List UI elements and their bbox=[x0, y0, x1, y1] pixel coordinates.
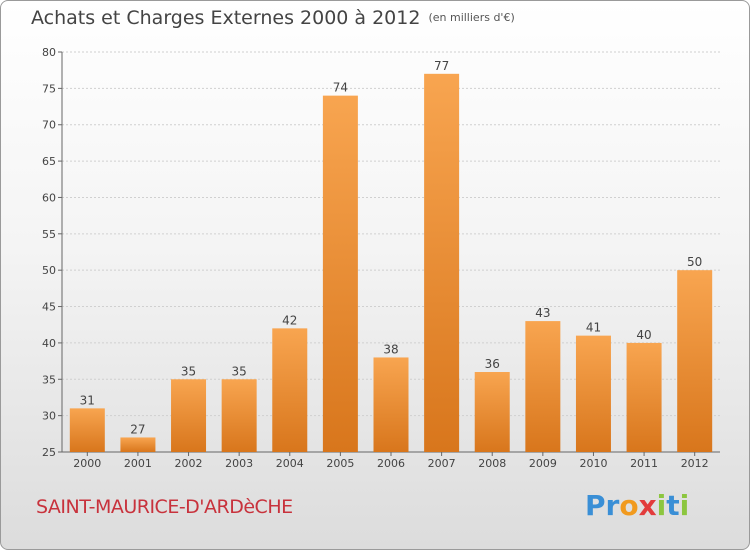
bar-value-label: 74 bbox=[333, 81, 348, 95]
city-name: SAINT-MAURICE-D'ARDèCHE bbox=[36, 496, 293, 518]
bar bbox=[272, 328, 308, 452]
x-tick-label: 2002 bbox=[175, 457, 203, 470]
logo-letter: t bbox=[666, 489, 680, 522]
bar bbox=[373, 357, 409, 452]
bar bbox=[171, 379, 207, 452]
bar-value-label: 41 bbox=[586, 321, 601, 335]
logo-letter: i bbox=[679, 489, 690, 522]
x-tick-label: 2000 bbox=[73, 457, 101, 470]
x-tick-label: 2006 bbox=[377, 457, 405, 470]
bar-value-label: 35 bbox=[232, 364, 247, 378]
bars bbox=[69, 73, 713, 453]
x-tick-label: 2004 bbox=[276, 457, 304, 470]
bar bbox=[626, 342, 662, 452]
bar bbox=[120, 437, 156, 452]
x-tick-label: 2005 bbox=[326, 457, 354, 470]
logo-letter: i bbox=[656, 489, 667, 522]
bar bbox=[221, 379, 257, 452]
bar-value-label: 77 bbox=[434, 59, 449, 73]
logo-letter: P bbox=[585, 489, 606, 522]
y-tick-label: 50 bbox=[42, 264, 56, 277]
bar-value-label: 42 bbox=[282, 313, 297, 327]
bar bbox=[474, 372, 510, 452]
x-tick-label: 2011 bbox=[630, 457, 658, 470]
bar-value-label: 36 bbox=[485, 357, 500, 371]
bar bbox=[424, 73, 460, 453]
y-tick-label: 45 bbox=[42, 301, 56, 314]
logo-letter: x bbox=[638, 489, 657, 522]
y-tick-label: 75 bbox=[42, 82, 56, 95]
x-tick-label: 2003 bbox=[225, 457, 253, 470]
y-tick-label: 65 bbox=[42, 155, 56, 168]
bar-value-label: 35 bbox=[181, 364, 196, 378]
bar-value-label: 31 bbox=[80, 393, 95, 407]
y-tick-label: 70 bbox=[42, 119, 56, 132]
title-text: Achats et Charges Externes 2000 à 2012 bbox=[31, 7, 421, 29]
y-tick-label: 30 bbox=[42, 410, 56, 423]
chart-title: Achats et Charges Externes 2000 à 2012 (e… bbox=[31, 7, 515, 29]
bar-value-label: 40 bbox=[636, 328, 651, 342]
y-tick-label: 80 bbox=[42, 46, 56, 59]
x-tick-label: 2008 bbox=[478, 457, 506, 470]
bar bbox=[69, 408, 105, 452]
proxiti-logo: Proxiti bbox=[585, 489, 689, 522]
logo-letter: o bbox=[619, 489, 639, 522]
axes: 25 30 35 40 45 50 55 60 65 70 75 80 2000 2001 2002 2003… bbox=[42, 46, 720, 470]
bar bbox=[525, 321, 561, 452]
y-tick-label: 40 bbox=[42, 337, 56, 350]
y-tick-label: 60 bbox=[42, 191, 56, 204]
bar bbox=[677, 270, 713, 452]
bar bbox=[575, 335, 611, 452]
y-tick-label: 55 bbox=[42, 228, 56, 241]
x-tick-label: 2010 bbox=[579, 457, 607, 470]
y-tick-label: 35 bbox=[42, 373, 56, 386]
bar-value-label: 50 bbox=[687, 255, 702, 269]
bar-value-label: 43 bbox=[535, 306, 550, 320]
logo-letter: r bbox=[605, 489, 620, 522]
unit-label: (en milliers d'€) bbox=[428, 11, 515, 24]
labels: 31 27 35 35 42 74 38 77 36 43 41 40 50 bbox=[80, 59, 703, 437]
x-tick-label: 2012 bbox=[681, 457, 709, 470]
x-tick-label: 2009 bbox=[529, 457, 557, 470]
bar-value-label: 27 bbox=[130, 422, 145, 436]
bar-value-label: 38 bbox=[383, 342, 398, 356]
x-tick-label: 2007 bbox=[428, 457, 456, 470]
bar bbox=[322, 95, 358, 453]
x-tick-label: 2001 bbox=[124, 457, 152, 470]
y-tick-label: 25 bbox=[42, 446, 56, 459]
